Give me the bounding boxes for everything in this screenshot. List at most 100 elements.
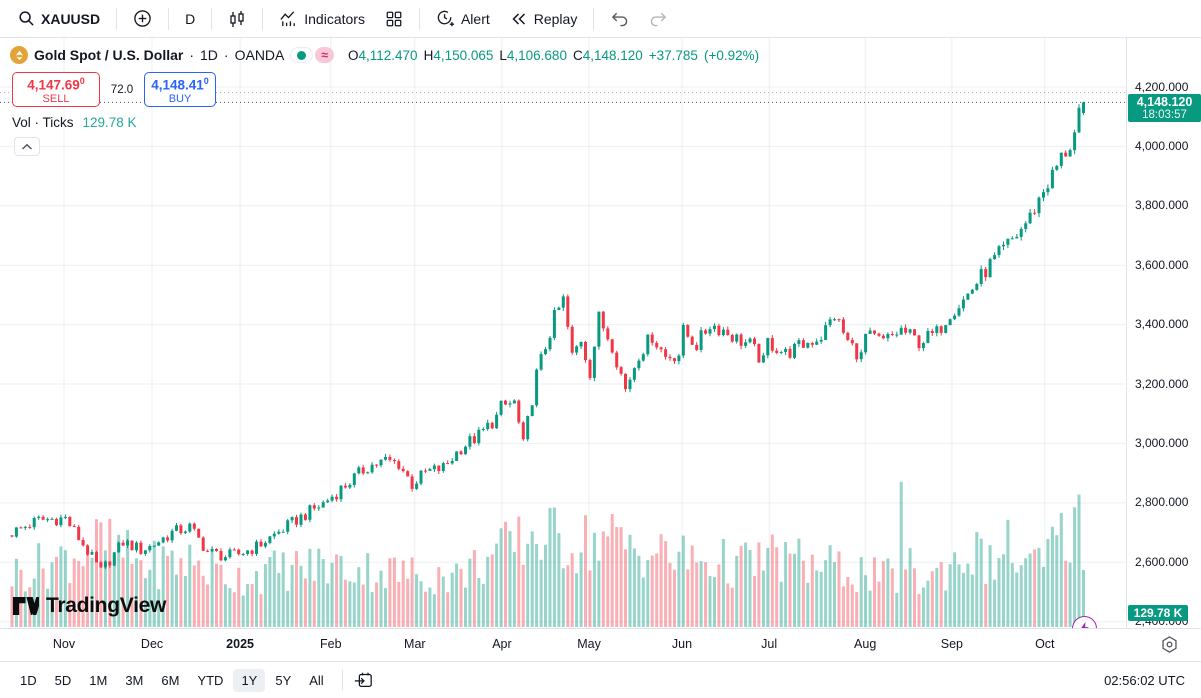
time-axis-label-aug[interactable]: Aug	[854, 637, 877, 651]
open-label: O	[347, 47, 359, 63]
last-price-value: 4,148.120	[1136, 95, 1193, 109]
undo-icon	[610, 10, 629, 27]
time-axis-label-apr[interactable]: Apr	[492, 637, 512, 651]
indicators-label: Indicators	[304, 10, 365, 27]
sell-price-sup: 0	[79, 76, 85, 86]
range-1d[interactable]: 1D	[20, 672, 37, 688]
buy-button[interactable]: 4,148.410 BUY	[144, 72, 216, 107]
ohlc-readout: O4,112.470 H4,150.065 L4,106.680 C4,148.…	[348, 48, 759, 63]
range-3m[interactable]: 3M	[125, 672, 144, 688]
toolbar-divider	[418, 7, 420, 30]
plus-circle-icon	[133, 9, 152, 28]
go-to-date-button[interactable]	[353, 670, 373, 690]
chart-style-button[interactable]	[220, 6, 254, 32]
price-axis-label: 3,800.000	[1135, 198, 1189, 213]
range-5d[interactable]: 5D	[54, 672, 72, 688]
toolbar-divider	[168, 7, 170, 30]
alert-button[interactable]: Alert	[428, 5, 498, 32]
indicator-templates-button[interactable]	[377, 6, 411, 32]
market-status-pill[interactable]	[290, 47, 314, 63]
compare-add-symbol-button[interactable]	[125, 5, 160, 32]
price-axis[interactable]: 129.78 K 4,200.000 4,000.000 3,800.000 3,60…	[1126, 38, 1201, 628]
legend-exchange: OANDA	[234, 47, 285, 63]
interval-button[interactable]: D	[177, 7, 203, 31]
delayed-data-pill[interactable]: ≈	[315, 47, 334, 63]
sell-price: 4,147.69	[27, 77, 80, 93]
trade-panel: 4,147.690 SELL 72.0 4,148.410 BUY	[12, 72, 216, 107]
price-axis-label: 4,200.000	[1135, 79, 1189, 94]
sell-button[interactable]: 4,147.690 SELL	[12, 72, 100, 107]
buy-price: 4,148.41	[151, 77, 204, 93]
toolbar-divider	[593, 7, 595, 30]
price-axis-label: 3,000.000	[1135, 435, 1189, 450]
range-6m[interactable]: 6M	[161, 672, 180, 688]
volume-study-value: 129.78 K	[82, 115, 137, 130]
go-to-date-icon	[354, 672, 372, 687]
time-axis-label-may[interactable]: May	[577, 637, 601, 651]
price-axis-label: 2,800.000	[1135, 495, 1189, 510]
range-all[interactable]: All	[309, 672, 324, 688]
time-axis-label-dec[interactable]: Dec	[140, 637, 164, 651]
grid-templates-icon	[385, 10, 403, 28]
time-axis-label-2025[interactable]: 2025	[226, 637, 254, 651]
range-ytd[interactable]: YTD	[197, 672, 224, 688]
close-label: C	[572, 47, 583, 63]
undo-button[interactable]	[602, 6, 637, 31]
time-axis-label-nov[interactable]: Nov	[52, 637, 76, 651]
time-axis-label-oct[interactable]: Oct	[1035, 637, 1055, 651]
legend-interval: 1D	[200, 47, 218, 63]
chart-legend[interactable]: Gold Spot / U.S. Dollar · 1D · OANDA ≈ O…	[10, 46, 759, 64]
buy-price-sup: 0	[203, 76, 209, 86]
volume-badge: 129.78 K	[1128, 605, 1188, 621]
high-label: H	[423, 47, 434, 63]
symbol-search-button[interactable]: XAUUSD	[10, 6, 108, 31]
candlestick-volume-plot[interactable]	[0, 38, 1126, 628]
time-axis[interactable]: Nov Dec 2025 Feb Mar Apr May Jun Jul Aug Sep Oct	[0, 628, 1201, 661]
replay-label: Replay	[533, 10, 578, 27]
close-value: 4,148.120	[582, 47, 643, 63]
price-axis-label: 4,000.000	[1135, 138, 1189, 153]
bar-countdown: 18:03:57	[1142, 109, 1187, 121]
price-axis-label: 3,200.000	[1135, 376, 1189, 391]
range-1y[interactable]: 1Y	[233, 668, 266, 692]
symbol-name: XAUUSD	[41, 10, 101, 27]
time-axis-label-feb[interactable]: Feb	[319, 637, 342, 651]
utc-clock[interactable]: 02:56:02 UTC	[1104, 672, 1185, 688]
time-axis-label-mar[interactable]: Mar	[404, 637, 426, 651]
change-percent: (+0.92%)	[703, 47, 760, 63]
search-icon	[18, 10, 35, 27]
sell-label: SELL	[42, 93, 70, 106]
replay-button[interactable]: Replay	[502, 6, 586, 32]
time-axis-label-sep[interactable]: Sep	[940, 637, 963, 651]
indicators-button[interactable]: Indicators	[271, 5, 373, 32]
replay-rewind-icon	[510, 10, 528, 28]
time-axis-label-jun[interactable]: Jun	[671, 637, 693, 651]
main-chart-pane[interactable]: Gold Spot / U.S. Dollar · 1D · OANDA ≈ O…	[0, 38, 1126, 666]
gold-symbol-icon	[10, 46, 28, 64]
legend-separator: ·	[223, 47, 229, 63]
toolbar-divider	[116, 7, 118, 30]
chart-properties-button[interactable]	[1160, 635, 1179, 657]
volume-study-legend[interactable]: Vol · Ticks 129.78 K	[12, 115, 137, 130]
bottom-toolbar: 1D 5D 1M 3M 6M YTD 1Y 5Y All 02:56:02 UT…	[0, 661, 1201, 698]
chevron-up-icon	[21, 143, 33, 151]
low-label: L	[499, 47, 507, 63]
price-axis-label: 3,400.000	[1135, 317, 1189, 332]
volume-study-label: Vol · Ticks	[12, 115, 74, 130]
bottombar-divider	[341, 670, 343, 690]
watermark-text: TradingView	[46, 594, 167, 617]
change-value: +37.785	[648, 47, 698, 63]
top-toolbar: XAUUSD D	[0, 0, 1201, 38]
range-5y[interactable]: 5Y	[275, 672, 292, 688]
symbol-title: Gold Spot / U.S. Dollar	[34, 47, 184, 63]
range-1m[interactable]: 1M	[89, 672, 108, 688]
legend-collapse-button[interactable]	[14, 137, 40, 156]
tradingview-watermark: TradingView	[12, 594, 166, 618]
spread-value: 72.0	[100, 82, 144, 97]
candlestick-chart-icon	[228, 10, 246, 28]
legend-separator: ·	[189, 47, 195, 63]
time-axis-label-jul[interactable]: Jul	[761, 637, 778, 651]
price-axis-label: 2,600.000	[1135, 554, 1189, 569]
redo-button[interactable]	[641, 6, 676, 31]
